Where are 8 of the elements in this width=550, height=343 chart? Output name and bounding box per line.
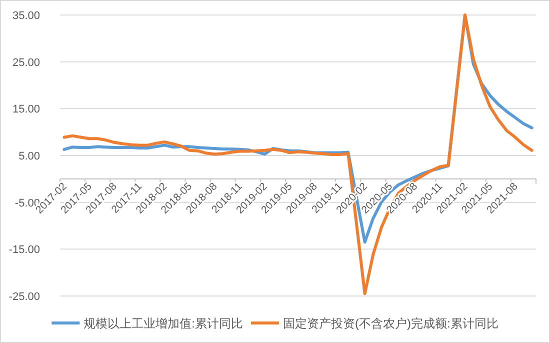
y-tick-label: -25.00 — [8, 291, 40, 303]
y-tick-label: 5.00 — [18, 150, 40, 162]
y-tick-label: 25.00 — [12, 56, 40, 69]
y-tick-label: 15.00 — [12, 104, 40, 116]
y-tick-label: 35.00 — [12, 10, 40, 22]
legend-label: 规模以上工业增加值:累计同比 — [84, 316, 244, 330]
legend-label: 固定资产投资(不含农户)完成额:累计同比 — [283, 316, 498, 330]
y-tick-label: -15.00 — [8, 244, 40, 256]
